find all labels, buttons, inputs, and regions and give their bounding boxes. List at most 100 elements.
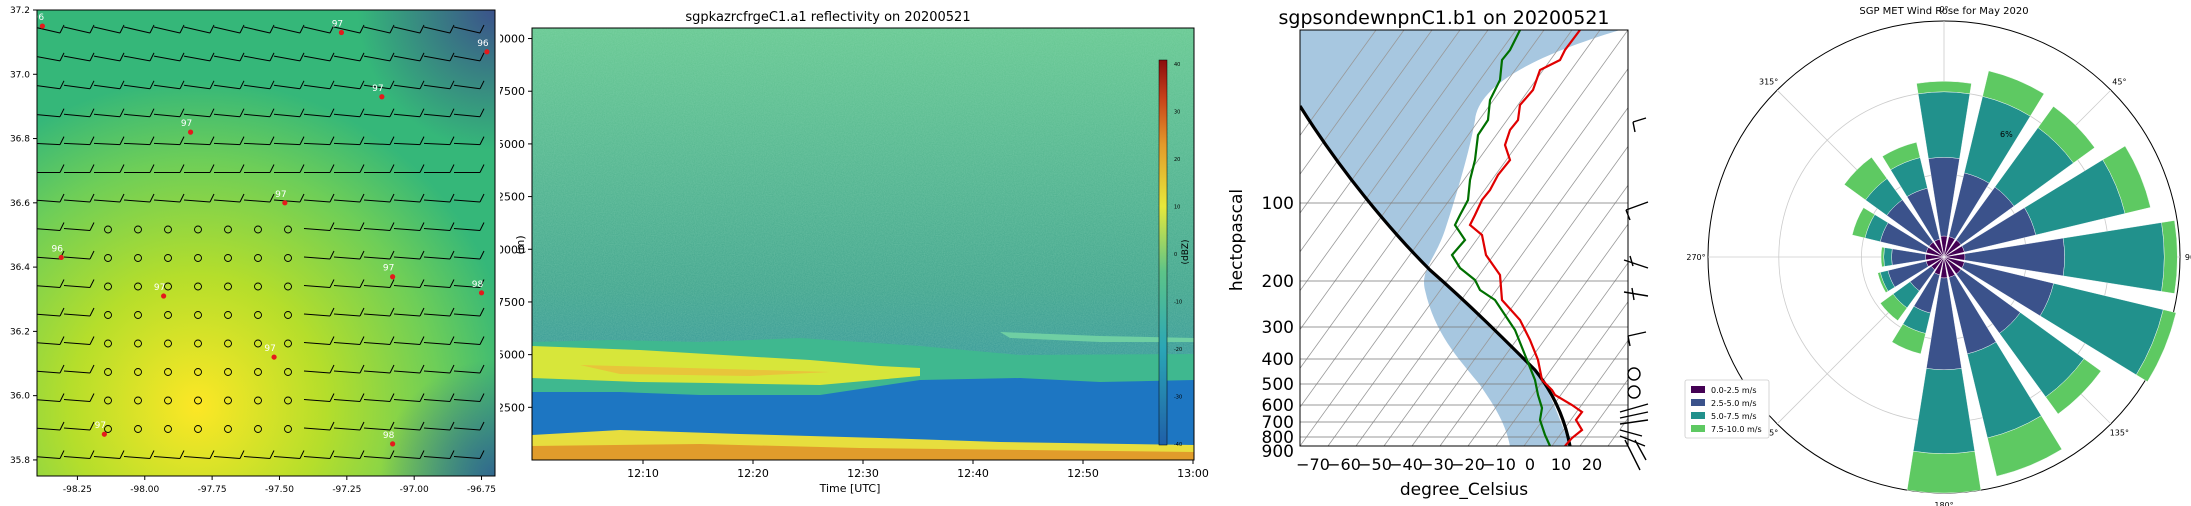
windrose-bars xyxy=(1844,70,2178,494)
wind-barb xyxy=(94,164,125,173)
wind-barb xyxy=(333,136,365,146)
isotherm-line xyxy=(1327,30,1628,446)
wind-barb xyxy=(273,80,305,90)
wind-barb xyxy=(123,450,155,459)
calm-circle xyxy=(224,282,232,291)
wind-barb xyxy=(37,164,65,173)
wind-barb xyxy=(153,108,185,118)
wind-barb xyxy=(363,108,395,118)
map-x-tick-label: -97.00 xyxy=(400,485,429,495)
wind-barb xyxy=(363,24,395,34)
isotherm-line xyxy=(1300,30,1517,331)
isotherm-line xyxy=(1495,262,1628,446)
station-temp-label: 97 xyxy=(332,19,343,29)
wind-barb xyxy=(333,393,365,402)
calm-circle xyxy=(134,254,142,262)
wind-barb xyxy=(393,364,425,374)
wind-barb xyxy=(423,108,455,118)
isotherms xyxy=(1300,30,1628,446)
calm-circle xyxy=(164,339,172,348)
wind-barb xyxy=(153,193,185,203)
wind-barb xyxy=(63,222,95,231)
wind-barb xyxy=(273,450,305,459)
station-marker xyxy=(161,293,167,299)
legend-label: 5.0-7.5 m/s xyxy=(1711,412,1757,421)
windrose-bar-segment xyxy=(2161,220,2178,294)
wind-barb xyxy=(303,393,335,402)
wind-barb xyxy=(37,393,65,402)
wind-barb xyxy=(63,336,95,345)
wind-barb xyxy=(453,52,485,62)
colorbar-tick-label: -10 xyxy=(1174,300,1182,306)
calm-circle xyxy=(284,311,292,319)
calm-circle xyxy=(254,339,262,348)
wind-barb xyxy=(334,164,365,173)
wind-barb xyxy=(213,52,245,62)
wind-barb xyxy=(303,193,335,203)
barb-3 xyxy=(1623,255,1649,269)
wind-barb xyxy=(214,164,245,173)
wind-barb xyxy=(273,24,305,34)
wind-barb xyxy=(423,421,455,431)
wind-barb xyxy=(303,80,335,90)
wind-barb xyxy=(393,108,425,118)
wind-barb xyxy=(153,80,185,90)
wind-barb xyxy=(393,250,425,260)
legend-box xyxy=(1684,379,1770,439)
calm-circle xyxy=(104,254,112,262)
wind-barb xyxy=(333,222,365,231)
wind-barb xyxy=(37,24,65,34)
angle-label: 315° xyxy=(1759,78,1778,87)
wind-barb xyxy=(453,307,485,317)
legend-label: 7.5-10.0 m/s xyxy=(1711,425,1762,434)
wind-barb xyxy=(93,24,125,34)
wind-barb xyxy=(213,108,245,118)
wind-barb xyxy=(63,393,95,402)
skewt-y-tick-label: 700 xyxy=(1262,413,1294,433)
wind-barb xyxy=(393,80,425,90)
map-x-tick-label: -97.75 xyxy=(198,485,227,495)
skewt-x-tick-label: −30 xyxy=(1420,455,1454,474)
radar-x-tick-label: 12:40 xyxy=(957,467,989,480)
windrose-radial-label: 6% xyxy=(2000,130,2013,139)
wind-barb xyxy=(37,336,65,345)
parcel-profile-line xyxy=(1300,105,1572,446)
wind-barb xyxy=(213,80,245,90)
wind-barb xyxy=(273,108,305,118)
wind-barb xyxy=(93,136,125,146)
wind-barb xyxy=(213,193,245,203)
calm-circle xyxy=(164,368,172,376)
temperature-line xyxy=(1468,30,1584,446)
wind-barb xyxy=(123,108,155,118)
wind-barb xyxy=(37,108,65,118)
wind-barb xyxy=(93,108,125,118)
wind-barb xyxy=(273,52,305,62)
skewt-x-tick-label: −60 xyxy=(1327,455,1361,474)
radar-y-tick-label: 15000 xyxy=(500,138,525,151)
radar-y-tick-label: 10000 xyxy=(500,243,525,256)
windrose-bar-segment xyxy=(1844,157,1888,201)
skewt-y-label: hectopascal xyxy=(1227,189,1247,291)
calm-circle xyxy=(284,254,292,262)
colorbar-tick-label: 30 xyxy=(1174,110,1180,116)
map-x-tick-label: -96.75 xyxy=(467,485,496,495)
station-temp-label: 98 xyxy=(383,431,395,441)
map-y-tick-label: 37.0 xyxy=(10,70,30,80)
wind-barb xyxy=(93,80,125,90)
radar-y-axis: 2500 5000 7500 10000 12500 15000 17500 20000 xyxy=(500,33,532,414)
wind-barb xyxy=(423,393,455,402)
wind-barb xyxy=(63,80,95,90)
skewt-frame xyxy=(1299,29,1629,447)
wind-barb xyxy=(153,24,185,34)
wind-barb xyxy=(333,80,365,90)
wind-barb xyxy=(63,250,95,260)
windrose-bar-segment xyxy=(1916,81,1972,95)
wind-barb xyxy=(244,164,275,173)
calm-circle xyxy=(164,396,172,405)
wind-barb xyxy=(303,279,335,288)
isotherm-line xyxy=(1355,68,1628,446)
windrose-title: SGP MET Wind Rose for May 2020 xyxy=(1859,6,2028,17)
wind-barb xyxy=(424,164,455,173)
wind-barb xyxy=(274,164,305,173)
